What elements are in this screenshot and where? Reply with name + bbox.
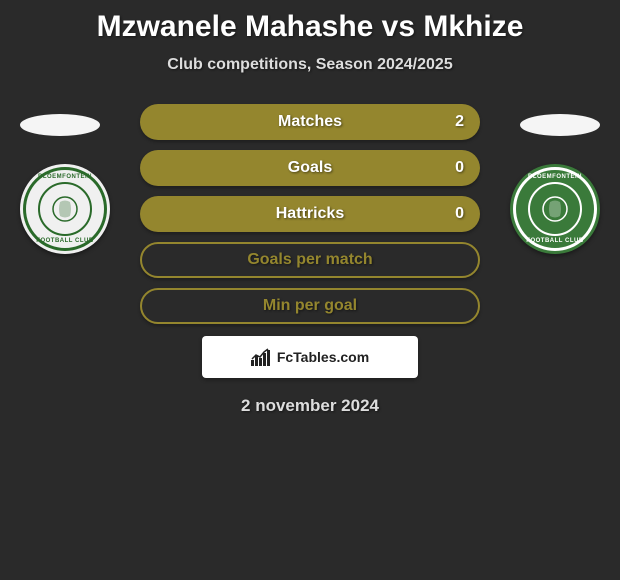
stat-value: 0 xyxy=(455,159,464,177)
stat-label: Matches xyxy=(278,113,342,131)
date-label: 2 november 2024 xyxy=(0,396,620,416)
stat-label: Goals xyxy=(288,159,332,177)
stat-row: Goals 0 xyxy=(140,150,480,186)
badge-text: BLOEMFONTEIN xyxy=(38,174,92,180)
stat-label: Min per goal xyxy=(263,297,357,315)
content-area: BLOEMFONTEIN FOOTBALL CLUB BLOEMFONTEIN … xyxy=(0,104,620,416)
badge-inner-icon xyxy=(38,182,92,236)
attribution-badge: FcTables.com xyxy=(202,336,418,378)
stat-row: Min per goal xyxy=(140,288,480,324)
stat-value: 2 xyxy=(455,113,464,131)
attribution-text: FcTables.com xyxy=(277,349,369,365)
player-placeholder-left xyxy=(20,114,100,136)
stat-value: 0 xyxy=(455,205,464,223)
stat-label: Goals per match xyxy=(247,251,372,269)
stats-container: Matches 2 Goals 0 Hattricks 0 Goals per match M… xyxy=(140,104,480,324)
club-badge-right: BLOEMFONTEIN FOOTBALL CLUB xyxy=(510,164,600,254)
badge-text: FOOTBALL CLUB xyxy=(36,238,93,244)
stat-row: Goals per match xyxy=(140,242,480,278)
stat-row: Matches 2 xyxy=(140,104,480,140)
badge-text: BLOEMFONTEIN xyxy=(528,174,582,180)
subtitle: Club competitions, Season 2024/2025 xyxy=(0,56,620,74)
page-title: Mzwanele Mahashe vs Mkhize xyxy=(0,0,620,44)
club-badge-left: BLOEMFONTEIN FOOTBALL CLUB xyxy=(20,164,110,254)
badge-inner-icon xyxy=(528,182,582,236)
player-placeholder-right xyxy=(520,114,600,136)
stat-label: Hattricks xyxy=(276,205,344,223)
celtic-icon xyxy=(540,194,570,224)
chart-icon xyxy=(251,348,273,366)
stat-row: Hattricks 0 xyxy=(140,196,480,232)
badge-text: FOOTBALL CLUB xyxy=(526,238,583,244)
celtic-icon xyxy=(50,194,80,224)
